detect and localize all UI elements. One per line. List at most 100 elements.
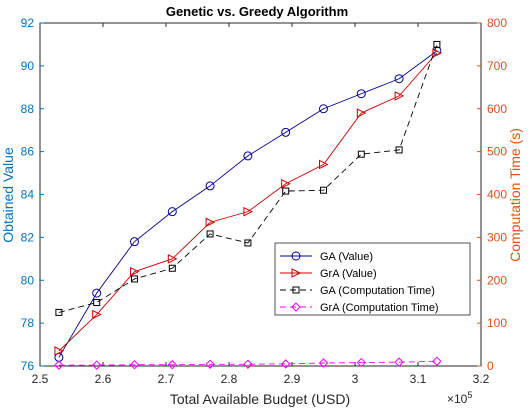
data-point (282, 187, 290, 195)
data-point (92, 288, 102, 298)
x-tick-label: 3 (352, 372, 359, 386)
data-point (356, 357, 367, 368)
x-tick-label: 2.6 (95, 372, 112, 386)
legend-label: GA (Value) (320, 251, 373, 263)
data-point (394, 91, 405, 101)
legend-marker (291, 251, 301, 261)
y-left-tick-label: 82 (21, 230, 35, 244)
y-left-tick-label: 92 (21, 16, 35, 30)
series-layer (54, 40, 443, 370)
y-right-axis-label: Computation Time (s) (507, 128, 523, 262)
data-point (319, 159, 329, 170)
x-axis-multiplier: ×105 (447, 390, 472, 406)
legend-item: GA (Computation Time) (280, 285, 435, 297)
data-point (432, 48, 443, 58)
data-point (93, 299, 101, 307)
x-tick-label: 2.8 (221, 372, 238, 386)
data-point (395, 146, 403, 154)
y-right-tick-label: 0 (487, 359, 494, 373)
legend-marker (292, 286, 300, 294)
series-line (58, 44, 438, 313)
chart-title: Genetic vs. Greedy Algorithm (166, 4, 348, 19)
y-left-tick-label: 84 (21, 188, 35, 202)
series-line (58, 52, 438, 352)
data-point (167, 254, 178, 264)
data-point (54, 360, 64, 370)
legend-items: GA (Value) GrA (Value) GA (Computation Tim… (280, 251, 439, 314)
data-point (167, 360, 178, 370)
data-point (205, 181, 215, 191)
data-point (320, 186, 327, 194)
data-point (281, 178, 291, 189)
data-point (55, 308, 63, 316)
legend-marker (291, 302, 301, 312)
data-point (357, 150, 365, 158)
y-right-tick-label: 100 (487, 316, 507, 330)
x-tick-label: 2.5 (32, 372, 49, 386)
y-left-tick-label: 86 (21, 145, 35, 159)
data-point (432, 356, 442, 366)
data-point (243, 151, 253, 161)
data-point (281, 127, 291, 137)
y-left-axis-label: Obtained Value (0, 147, 16, 243)
x-axis-ticks: 2.5 2.6 2.7 2.8 2.9 3 3.1 3.2 (32, 23, 490, 386)
legend-label: GA (Computation Time) (320, 285, 435, 297)
y-right-tick-label: 600 (487, 102, 507, 116)
data-point (129, 360, 140, 370)
y-right-axis-ticks: 0 100 200 300 400 500 600 700 800 (477, 16, 507, 373)
data-point (244, 239, 252, 247)
x-tick-label: 3.2 (473, 372, 490, 386)
y-left-axis-ticks: 76 78 80 82 84 86 88 90 92 (21, 16, 44, 373)
legend-item: GA (Value) (280, 251, 373, 263)
y-right-tick-label: 400 (487, 188, 507, 202)
x-axis-multiplier-base: ×10 (447, 392, 468, 406)
legend: GA (Value) GrA (Value) GA (Computation Tim… (274, 242, 471, 316)
series-3 (55, 40, 441, 316)
data-point (206, 230, 214, 238)
x-axis-label: Total Available Budget (USD) (170, 391, 350, 407)
x-tick-label: 2.7 (158, 372, 175, 386)
data-point (54, 346, 65, 356)
y-right-tick-label: 700 (487, 59, 507, 73)
y-right-tick-label: 300 (487, 230, 507, 244)
legend-item: GrA (Value) (280, 268, 377, 280)
y-right-tick-label: 500 (487, 145, 507, 159)
data-point (92, 309, 102, 320)
data-point (318, 358, 329, 368)
y-right-tick-label: 800 (487, 16, 507, 30)
x-tick-label: 3.1 (410, 372, 427, 386)
data-point (356, 89, 366, 99)
y-right-tick-label: 200 (487, 273, 507, 287)
y-left-tick-label: 80 (21, 273, 35, 287)
data-point (130, 237, 139, 247)
data-point (433, 40, 441, 48)
data-point (131, 275, 138, 283)
legend-item: GrA (Computation Time) (280, 302, 439, 314)
data-point (91, 360, 102, 370)
data-point (243, 359, 253, 369)
data-point (167, 207, 177, 217)
x-tick-label: 2.9 (284, 372, 301, 386)
y-left-tick-label: 88 (21, 102, 35, 116)
y-left-tick-label: 78 (21, 316, 35, 330)
series-2 (54, 48, 443, 356)
legend-label: GrA (Value) (320, 268, 377, 280)
y-left-tick-label: 76 (21, 359, 35, 373)
series-4 (54, 356, 442, 370)
data-point (168, 264, 176, 272)
legend-label: GrA (Computation Time) (320, 302, 439, 314)
data-point (130, 266, 140, 277)
x-axis-multiplier-exponent: 5 (467, 390, 472, 400)
data-point (319, 104, 328, 114)
legend-marker (291, 268, 302, 278)
data-point (280, 359, 291, 369)
legend-box (274, 242, 471, 316)
series-line (58, 50, 438, 358)
series-line (58, 360, 437, 366)
y-left-tick-label: 90 (21, 59, 35, 73)
data-point (205, 217, 216, 228)
data-point (394, 74, 404, 84)
data-point (205, 359, 215, 369)
